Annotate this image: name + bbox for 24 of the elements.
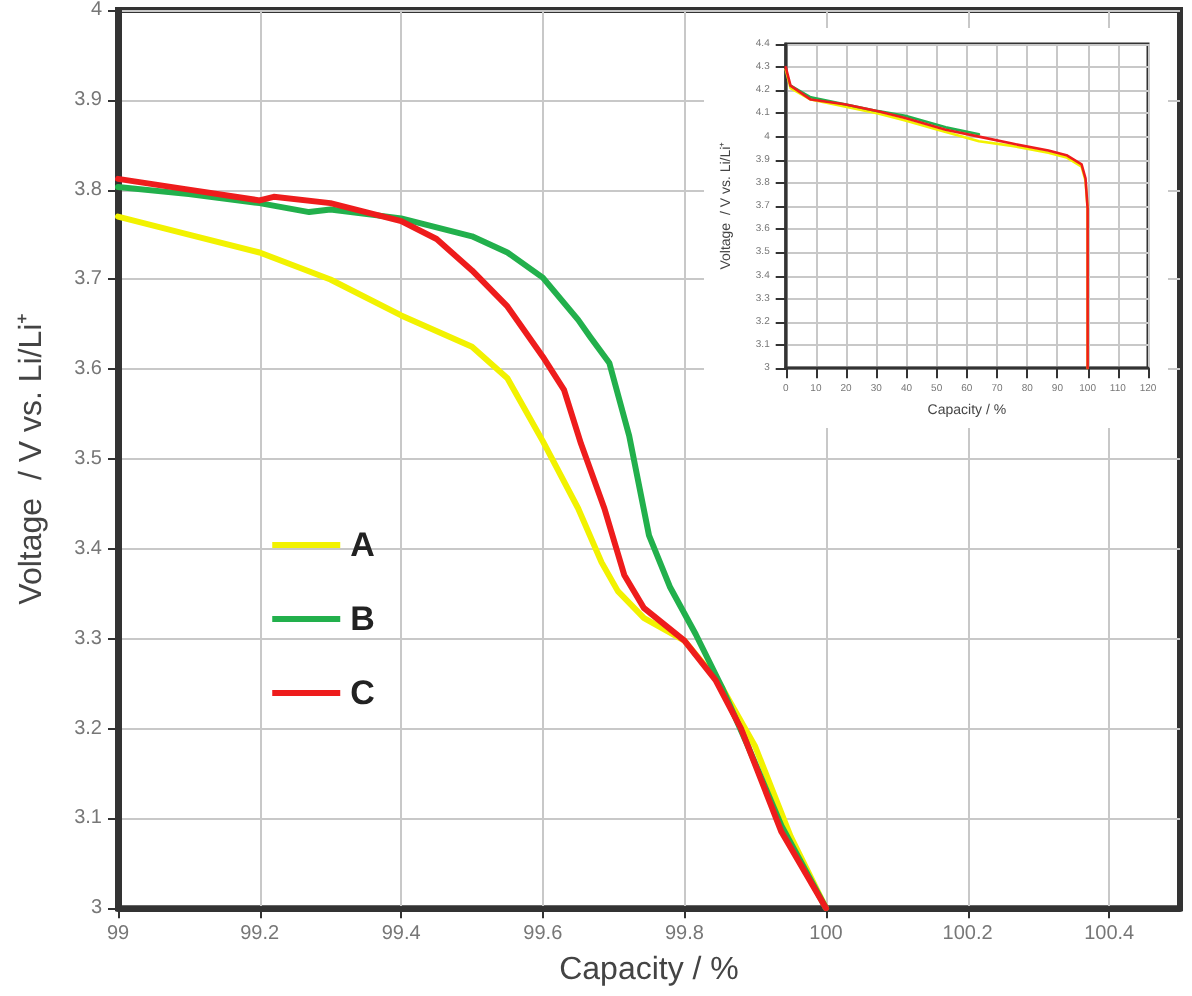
legend-label: C	[350, 673, 375, 712]
y-tick-label: 4	[90, 0, 103, 21]
legend-label: B	[350, 599, 375, 638]
y-tick-label: 3.8	[74, 178, 103, 201]
y-tick-label: 3.1	[74, 807, 103, 830]
y-tick-label: 3.3	[74, 627, 103, 650]
x-tick-label: 99.2	[240, 923, 280, 946]
y-tick-label: 3.6	[74, 358, 103, 381]
y-tick-label: 3.9	[74, 88, 103, 111]
x-tick-label: 99.4	[381, 923, 422, 946]
x-tick-label: 100.2	[942, 923, 994, 946]
y-tick-label: 3	[90, 897, 103, 920]
x-tick-label: 100.4	[1084, 923, 1136, 946]
y-tick-label: 3.4	[74, 537, 103, 560]
x-tick-label: 100	[809, 923, 844, 946]
x-tick-label: 99.6	[523, 923, 564, 946]
x-tick-label: 99	[106, 923, 130, 946]
y-tick-label: 3.7	[74, 268, 103, 291]
y-axis-title: Voltage / V vs. Li/Li⁺	[15, 313, 49, 605]
x-axis-title: Capacity / %	[559, 953, 739, 987]
y-tick-label: 3.5	[74, 448, 103, 471]
y-tick-label: 3.2	[74, 717, 103, 740]
legend-label: A	[350, 525, 375, 564]
x-tick-label: 99.8	[664, 923, 705, 946]
